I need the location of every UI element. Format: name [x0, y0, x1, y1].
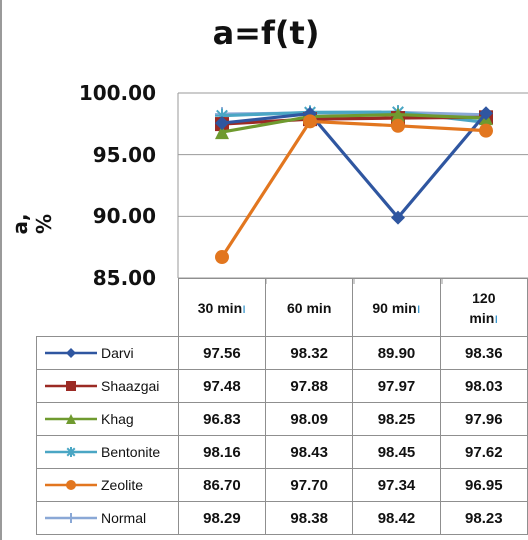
column-header-label: 30 min: [197, 299, 243, 316]
column-header-120min: 120 minı: [439, 278, 528, 337]
value-cell: 97.48: [177, 369, 267, 403]
legend-label: Bentonite: [101, 444, 161, 460]
value-cell: 89.90: [352, 336, 441, 370]
value-cell: 86.70: [177, 468, 267, 502]
table-row: Khag 96.83 98.09 98.25 97.96: [36, 402, 528, 436]
y-tick-label: 95.00: [92, 143, 156, 167]
column-header-label: 90 min: [372, 299, 417, 316]
value-cell: 98.03: [439, 369, 528, 403]
value-cell: 96.83: [177, 402, 267, 436]
legend-key-circle-icon: [45, 480, 97, 490]
table-header-row: 30 minı 60 min 90 minı 120 minı: [36, 278, 528, 337]
column-header-30min: 30 minı: [177, 278, 267, 337]
table-row: Darvi 97.56 98.32 89.90 98.36: [36, 336, 528, 370]
data-table: 30 minı 60 min 90 minı 120 minı Darvi 97.…: [36, 278, 528, 535]
legend-cell: Khag: [36, 402, 179, 436]
data-point-zeolite: [215, 250, 229, 265]
value-cell: 98.45: [352, 435, 441, 469]
legend-label: Normal: [101, 510, 147, 526]
legend-cell: Shaazgai: [36, 369, 179, 403]
legend-cell: Normal: [36, 501, 179, 535]
data-point-zeolite: [391, 118, 405, 133]
table-row: Shaazgai 97.48 97.88 97.97 98.03: [36, 369, 528, 403]
column-header-label: 120: [472, 289, 496, 306]
data-point-khag: [391, 107, 405, 122]
legend-key-diamond-icon: [45, 348, 97, 358]
table-row: Bentonite 98.16 98.43 98.45 97.62: [36, 435, 528, 469]
data-point-khag: [215, 125, 229, 140]
value-cell: 97.62: [439, 435, 528, 469]
legend-key-triangle-icon: [45, 414, 97, 424]
value-cell: 98.25: [352, 402, 441, 436]
column-header-90min: 90 minı: [352, 278, 441, 337]
value-cell: 98.36: [439, 336, 528, 370]
value-cell: 97.70: [265, 468, 354, 502]
value-cell: 98.09: [265, 402, 354, 436]
series-line-darvi: [221, 112, 488, 221]
legend-key-plus-icon: [45, 513, 97, 523]
value-cell: 98.43: [265, 435, 354, 469]
value-cell: 98.29: [177, 501, 267, 535]
series-line-zeolite: [220, 119, 487, 258]
column-header-label: 60 min: [287, 299, 332, 316]
data-point-darvi: [479, 106, 493, 121]
legend-label: Darvi: [101, 345, 134, 361]
value-cell: 97.56: [177, 336, 267, 370]
legend-key-square-icon: [45, 381, 97, 391]
value-cell: 97.97: [352, 369, 441, 403]
legend-cell: Bentonite: [36, 435, 179, 469]
legend-label: Khag: [101, 411, 134, 427]
column-header-label: min: [469, 309, 495, 326]
table-corner-cell: [36, 278, 179, 337]
table-row: Zeolite 86.70 97.70 97.34 96.95: [36, 468, 528, 502]
data-point-zeolite: [479, 123, 493, 138]
value-cell: 97.34: [352, 468, 441, 502]
y-tick-label: 90.00: [92, 204, 156, 228]
legend-label: Zeolite: [101, 477, 144, 493]
value-cell: 97.88: [265, 369, 354, 403]
column-header-60min: 60 min: [265, 278, 354, 337]
table-row: Normal 98.29 98.38 98.42 98.23: [36, 501, 528, 535]
value-cell: 97.96: [439, 402, 528, 436]
data-point-bentonite: [215, 108, 229, 123]
y-tick-label: 100.00: [78, 81, 156, 105]
data-point-darvi: [215, 116, 229, 131]
chart-title: a=f(t): [212, 14, 320, 52]
legend-cell: Zeolite: [36, 468, 179, 502]
value-cell: 98.42: [352, 501, 441, 535]
value-cell: 98.32: [265, 336, 354, 370]
value-cell: 98.16: [177, 435, 267, 469]
legend-label: Shaazgai: [101, 378, 160, 394]
series-line-khag: [221, 112, 487, 134]
data-point-zeolite: [303, 114, 317, 129]
value-cell: 98.38: [265, 501, 354, 535]
value-cell: 96.95: [439, 468, 528, 502]
legend-key-star-icon: [45, 447, 97, 457]
data-point-darvi: [391, 210, 405, 225]
legend-cell: Darvi: [36, 336, 179, 370]
value-cell: 98.23: [439, 501, 528, 535]
